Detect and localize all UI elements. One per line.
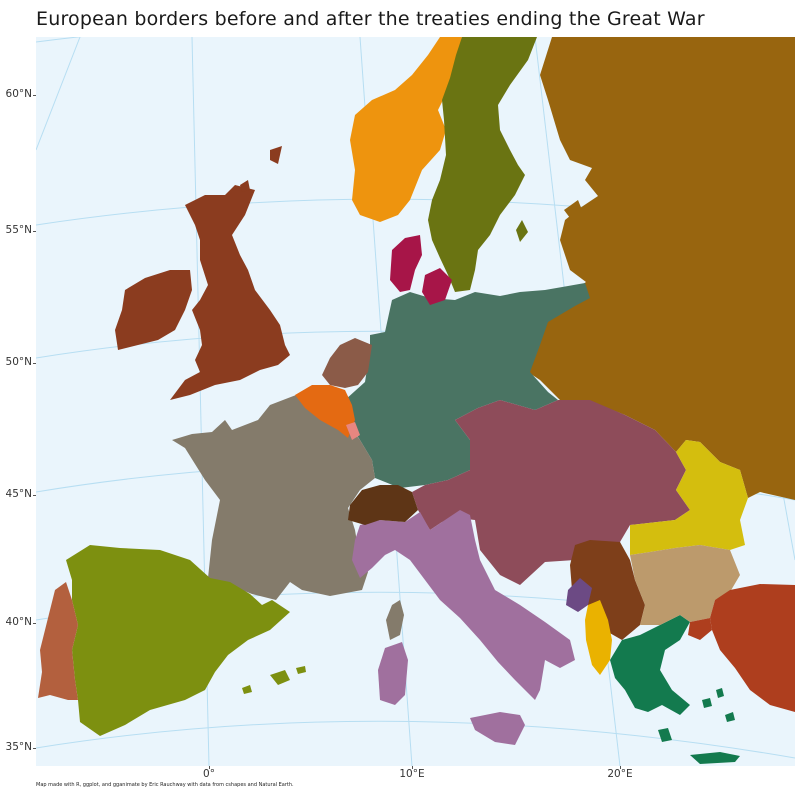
y-tick bbox=[33, 95, 36, 96]
country-romania bbox=[630, 440, 748, 555]
map-title: European borders before and after the tr… bbox=[36, 8, 705, 30]
country-austria-hungary bbox=[412, 400, 690, 585]
country-germany bbox=[345, 283, 590, 488]
lat-label-55n: 55°N bbox=[5, 224, 32, 236]
lon-label-10e: 10°E bbox=[399, 768, 425, 780]
country-netherlands bbox=[322, 338, 372, 388]
lat-label-50n: 50°N bbox=[5, 356, 32, 368]
country-serbia bbox=[570, 540, 645, 640]
country-montenegro bbox=[566, 578, 592, 612]
country-italy bbox=[352, 510, 575, 700]
country-spain bbox=[66, 545, 290, 736]
country-france bbox=[172, 395, 375, 600]
country-uk-ireland bbox=[115, 270, 192, 350]
country-portugal bbox=[38, 582, 78, 700]
lon-label-20e: 20°E bbox=[607, 768, 633, 780]
lat-label-45n: 45°N bbox=[5, 488, 32, 500]
country-italy-sardinia bbox=[378, 642, 408, 705]
country-ottoman-empire bbox=[710, 584, 795, 712]
lat-label-35n: 35°N bbox=[5, 741, 32, 753]
y-tick bbox=[33, 623, 36, 624]
country-luxembourg bbox=[346, 422, 360, 440]
country-bulgaria bbox=[630, 545, 740, 625]
lat-label-40n: 40°N bbox=[5, 616, 32, 628]
country-albania bbox=[585, 600, 612, 675]
country-spain-balearics bbox=[242, 666, 306, 694]
country-switzerland bbox=[348, 485, 418, 525]
country-greece-islands bbox=[658, 688, 735, 742]
graticule-lon-m10 bbox=[36, 37, 81, 151]
country-france-corsica bbox=[386, 600, 404, 640]
country-ottoman-thrace bbox=[688, 618, 712, 640]
lon-label-0: 0° bbox=[203, 768, 215, 780]
country-sweden-gotland bbox=[516, 220, 528, 242]
lat-label-60n: 60°N bbox=[5, 88, 32, 100]
country-russia-islands bbox=[564, 200, 582, 218]
map-panel bbox=[36, 37, 795, 766]
map-svg bbox=[36, 37, 795, 766]
country-greece bbox=[610, 615, 690, 715]
country-belgium bbox=[295, 385, 355, 438]
country-italy-sicily bbox=[470, 712, 525, 745]
x-tick bbox=[209, 766, 210, 769]
country-russia bbox=[528, 37, 795, 500]
graticule-lat-35 bbox=[36, 720, 795, 759]
y-tick bbox=[33, 231, 36, 232]
country-greece-crete bbox=[690, 752, 740, 764]
x-tick bbox=[412, 766, 413, 769]
country-denmark bbox=[390, 235, 452, 305]
country-uk-gb bbox=[170, 185, 290, 400]
y-tick bbox=[33, 363, 36, 364]
country-uk-north-isles bbox=[240, 146, 282, 192]
country-norway bbox=[350, 37, 462, 222]
y-tick bbox=[33, 748, 36, 749]
country-sweden bbox=[428, 37, 537, 292]
y-tick bbox=[33, 495, 36, 496]
x-tick bbox=[620, 766, 621, 769]
map-caption: Map made with R, ggplot, and gganimate b… bbox=[36, 782, 294, 788]
